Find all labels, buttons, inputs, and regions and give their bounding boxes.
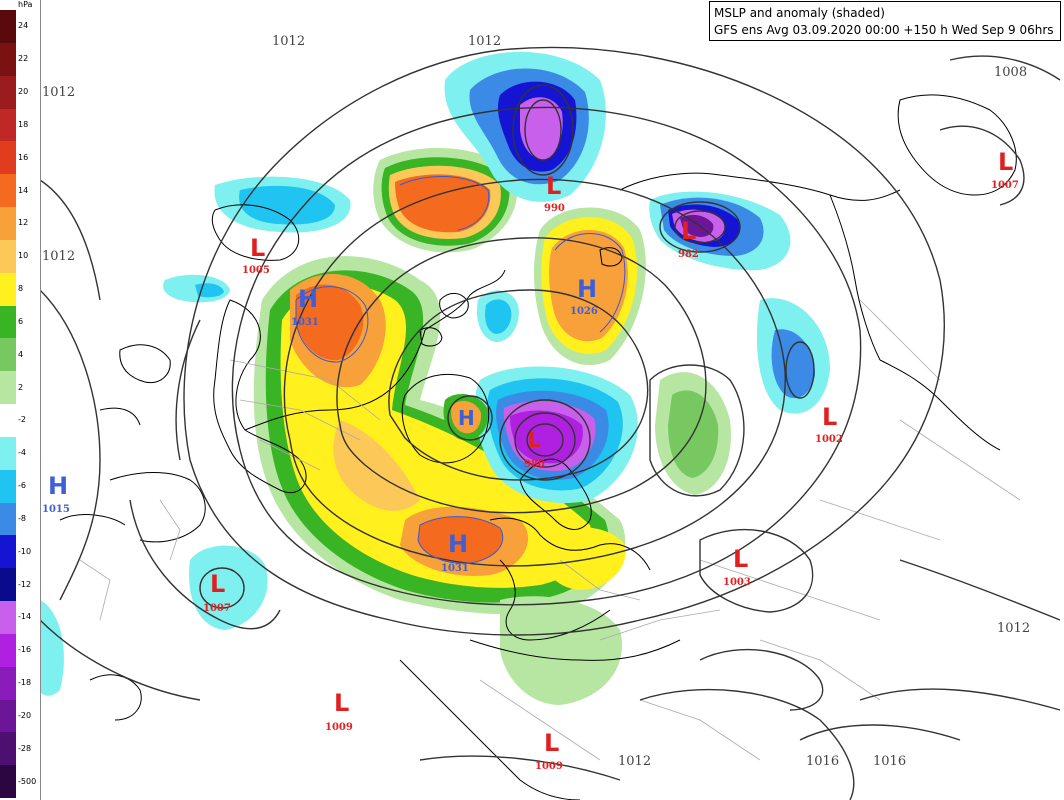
low-letter: L <box>546 172 562 200</box>
legend-swatch <box>0 141 16 175</box>
legend-label: -10 <box>18 546 32 556</box>
legend-swatch <box>0 371 16 405</box>
low-letter: L <box>210 570 226 598</box>
isobar-label: 1016 <box>872 754 908 769</box>
legend-label: -500 <box>18 776 37 786</box>
legend-swatch <box>0 42 16 76</box>
legend-label: 10 <box>18 251 29 261</box>
isobars <box>39 46 1061 800</box>
low-letter: L <box>733 545 749 573</box>
color-scale-legend: hPa 24 22 20 18 16 14 12 10 8 6 4 2 -2 -4 -6 -8 -10 -12 -1… <box>0 0 41 800</box>
legend-label: -20 <box>18 710 32 720</box>
isobar-label: 1012 <box>41 249 77 264</box>
high-value: 1031 <box>291 317 319 328</box>
isobar-label: 1012 <box>41 85 77 100</box>
legend-swatch <box>0 765 16 799</box>
legend-label: 24 <box>18 21 29 31</box>
high-letter: H <box>458 406 475 430</box>
legend-label: 8 <box>18 284 24 294</box>
legend-swatch <box>0 75 16 109</box>
low-letter: L <box>528 428 541 452</box>
low-value: 1007 <box>203 603 231 614</box>
map-title-line2: GFS ens Avg 03.09.2020 00:00 +150 h Wed … <box>714 23 1054 37</box>
legend-swatch <box>0 601 16 634</box>
high-value: 1031 <box>441 563 469 574</box>
legend-swatch <box>0 207 16 240</box>
low-value: 1003 <box>723 577 751 588</box>
isobar-label: 1012 <box>271 34 307 49</box>
low-letter: L <box>998 148 1014 176</box>
legend-label: -16 <box>18 645 32 655</box>
legend-swatch <box>0 239 16 273</box>
low-value: 1007 <box>991 180 1019 191</box>
low-value: 980 <box>524 459 545 470</box>
legend-label: 18 <box>18 119 29 129</box>
low-value: 1009 <box>325 722 353 733</box>
legend-label: -28 <box>18 743 32 753</box>
low-letter: L <box>544 729 560 757</box>
legend-label: 4 <box>18 349 24 359</box>
isobar-label: 1016 <box>805 754 841 769</box>
legend-label: -8 <box>18 513 26 523</box>
legend-swatch <box>0 469 16 503</box>
legend-swatch <box>0 535 16 569</box>
low-letter: L <box>334 689 350 717</box>
political-borders <box>79 299 1021 761</box>
legend-label: -2 <box>18 415 26 425</box>
isobar-label: 1008 <box>993 65 1029 80</box>
high-letter: H <box>48 472 69 500</box>
legend-swatch <box>0 436 16 470</box>
low-letter: L <box>250 234 266 262</box>
legend-swatch <box>0 699 16 733</box>
legend-label: 2 <box>18 382 24 392</box>
legend-label: 12 <box>18 218 29 228</box>
map-title-line1: MSLP and anomaly (shaded) <box>714 6 885 20</box>
legend-swatch <box>0 404 16 437</box>
legend-label: -6 <box>18 481 26 491</box>
legend-swatch <box>0 10 16 43</box>
isobar-label: 1012 <box>617 754 653 769</box>
high-letter: H <box>577 275 598 303</box>
high-letter: H <box>298 285 319 313</box>
low-letter: L <box>681 217 697 245</box>
low-value: 990 <box>544 203 565 214</box>
low-value: 1009 <box>535 761 563 772</box>
legend-label: 20 <box>18 87 29 97</box>
legend-swatch <box>0 568 16 602</box>
legend-label: -14 <box>18 612 32 622</box>
isobar-label: 1012 <box>996 621 1032 636</box>
legend-swatch <box>0 502 16 536</box>
legend-label: 16 <box>18 152 29 162</box>
legend-swatch <box>0 305 16 339</box>
legend-swatch <box>0 174 16 208</box>
legend-swatch <box>0 633 16 667</box>
legend-unit: hPa <box>18 0 33 9</box>
legend-label: 6 <box>18 316 24 326</box>
map-title-box: MSLP and anomaly (shaded) GFS ens Avg 03… <box>709 1 1061 41</box>
legend-label: 14 <box>18 185 29 195</box>
anomaly-contours <box>295 176 626 564</box>
high-value: 1026 <box>570 306 598 317</box>
high-letter: H <box>448 530 469 558</box>
legend-swatch <box>0 272 16 306</box>
isobar-label: 1012 <box>467 34 503 49</box>
legend-label: -18 <box>18 678 32 688</box>
low-value: 1002 <box>815 434 843 445</box>
legend-swatch <box>0 338 16 372</box>
low-value: 1005 <box>242 265 270 276</box>
legend-label: -4 <box>18 448 26 458</box>
legend-swatch <box>0 666 16 700</box>
positive-anomaly-shading <box>253 148 731 705</box>
high-value: 1015 <box>42 504 70 515</box>
legend-swatch <box>0 732 16 766</box>
low-value: 982 <box>678 249 699 260</box>
legend-label: -12 <box>18 579 32 589</box>
legend-swatch <box>0 108 16 142</box>
low-letter: L <box>822 403 838 431</box>
legend-label: 22 <box>18 54 29 64</box>
